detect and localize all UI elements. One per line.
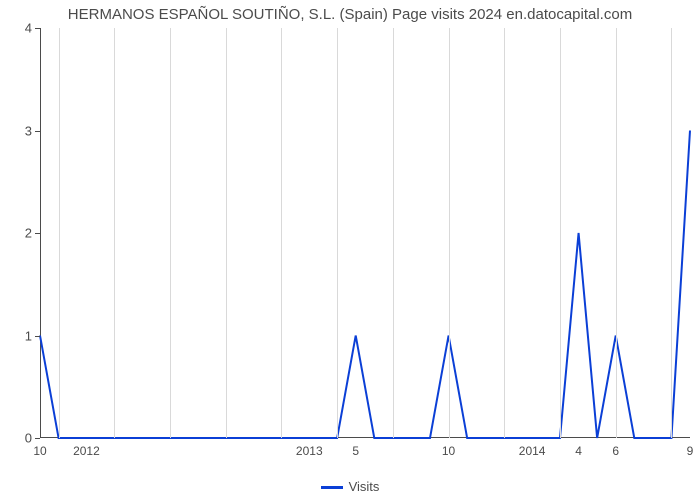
gridline-vertical xyxy=(226,28,227,438)
y-tick-label: 3 xyxy=(25,123,32,138)
x-tick-label: 10 xyxy=(33,444,46,458)
gridline-vertical xyxy=(616,28,617,438)
x-tick-label: 2012 xyxy=(73,444,100,458)
gridline-vertical xyxy=(560,28,561,438)
chart-title: HERMANOS ESPAÑOL SOUTIÑO, S.L. (Spain) P… xyxy=(0,6,700,23)
y-tick-mark xyxy=(35,438,40,439)
x-tick-label: 6 xyxy=(612,444,619,458)
legend-swatch xyxy=(321,486,343,489)
legend-label: Visits xyxy=(349,479,380,494)
gridline-vertical xyxy=(59,28,60,438)
gridline-vertical xyxy=(393,28,394,438)
y-tick-label: 2 xyxy=(25,226,32,241)
x-tick-label: 10 xyxy=(442,444,455,458)
x-tick-label: 5 xyxy=(352,444,359,458)
y-tick-label: 1 xyxy=(25,328,32,343)
y-tick-label: 4 xyxy=(25,21,32,36)
y-tick-mark xyxy=(35,28,40,29)
gridline-vertical xyxy=(114,28,115,438)
line-series xyxy=(40,28,690,438)
gridline-vertical xyxy=(281,28,282,438)
x-tick-label: 4 xyxy=(575,444,582,458)
y-tick-mark xyxy=(35,336,40,337)
x-tick-label: 2014 xyxy=(519,444,546,458)
gridline-vertical xyxy=(671,28,672,438)
gridline-vertical xyxy=(449,28,450,438)
y-tick-label: 0 xyxy=(25,431,32,446)
legend: Visits xyxy=(0,479,700,494)
x-tick-label: 9 xyxy=(687,444,694,458)
y-tick-mark xyxy=(35,233,40,234)
gridline-vertical xyxy=(504,28,505,438)
gridline-vertical xyxy=(337,28,338,438)
gridline-vertical xyxy=(170,28,171,438)
plot-area: 0123410201220135102014469 xyxy=(40,28,690,438)
y-tick-mark xyxy=(35,131,40,132)
x-tick-label: 2013 xyxy=(296,444,323,458)
